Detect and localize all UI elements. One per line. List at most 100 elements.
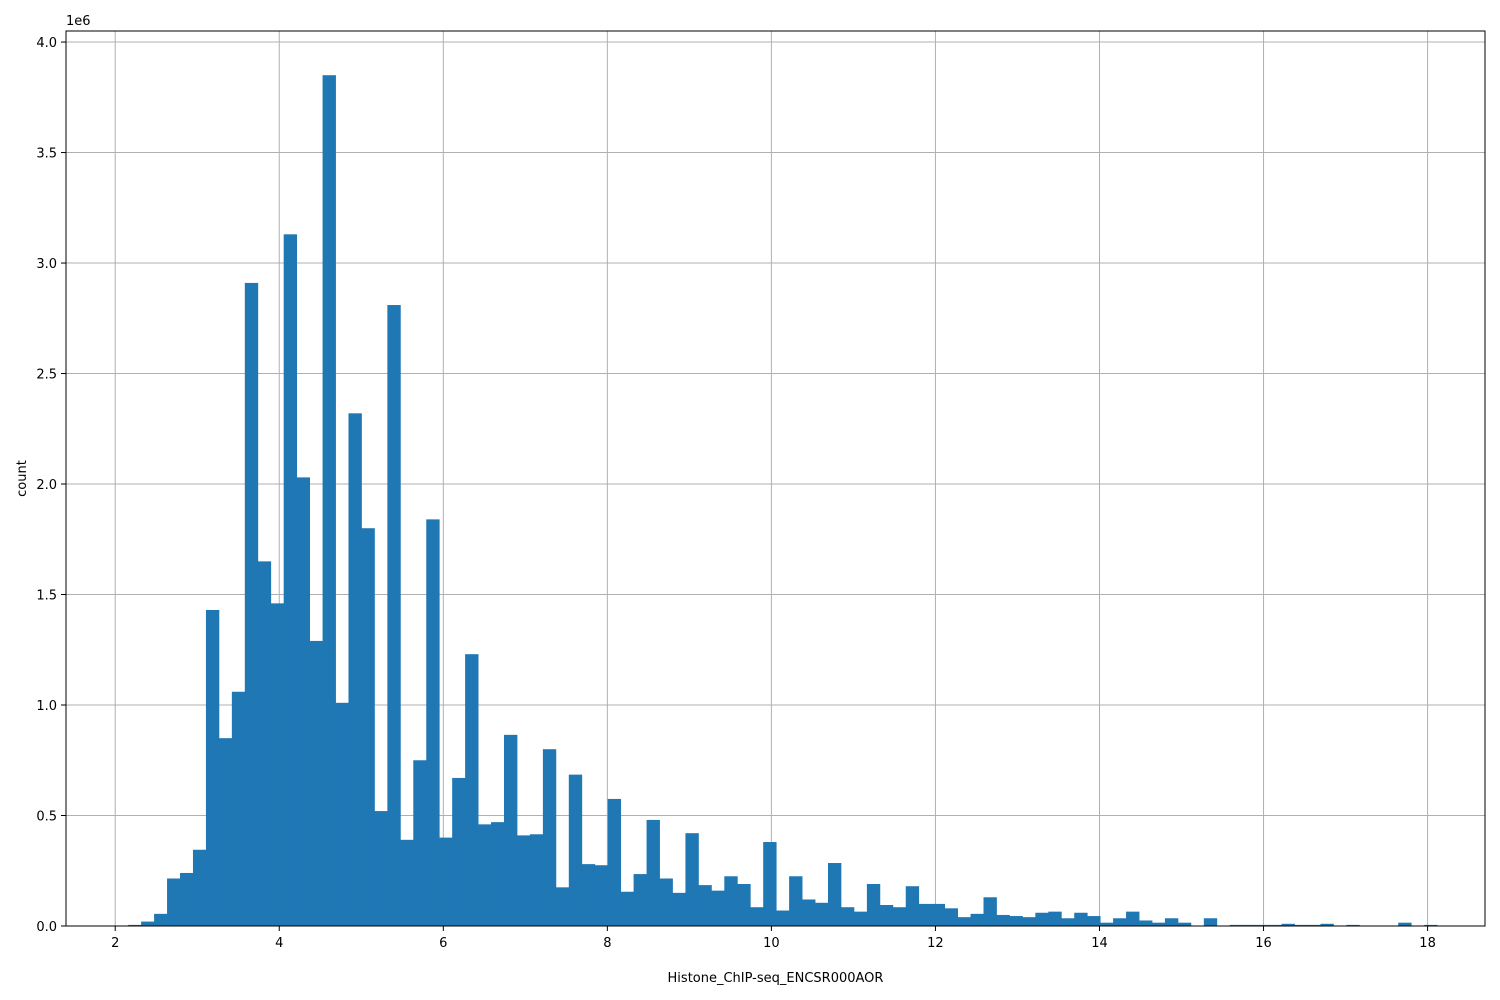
histogram-bar xyxy=(1100,922,1114,926)
y-tick-label: 1.0 xyxy=(36,699,57,714)
histogram-bar xyxy=(1242,924,1257,926)
histogram-bar xyxy=(724,876,738,926)
histogram-bar xyxy=(931,903,946,926)
histogram-bar xyxy=(1061,918,1075,926)
histogram-bar xyxy=(698,885,712,926)
histogram-bar xyxy=(970,913,984,926)
x-tick-label: 4 xyxy=(275,936,283,951)
histogram-bar xyxy=(154,913,168,926)
y-axis-ticks: 0.0 0.5 1.0 1.5 2.0 2.5 3.0 3.5 4.0 xyxy=(36,36,66,935)
histogram-bar xyxy=(1048,911,1062,926)
histogram-bar xyxy=(387,305,401,927)
histogram-bar xyxy=(737,884,751,926)
histogram-bar xyxy=(452,777,466,926)
histogram-bar xyxy=(827,863,842,926)
histogram-bar xyxy=(789,876,803,926)
histogram-bar xyxy=(1035,912,1049,926)
histogram-bar xyxy=(1398,922,1412,926)
histogram-bar xyxy=(672,892,686,926)
histogram-bar xyxy=(866,884,881,926)
histogram-bar xyxy=(180,872,194,926)
histogram-bar xyxy=(918,903,933,926)
histogram-bar xyxy=(1203,918,1218,926)
histogram-bar xyxy=(581,864,596,926)
x-tick-label: 18 xyxy=(1419,936,1436,951)
histogram-bar xyxy=(1087,916,1101,926)
histogram-bar xyxy=(465,654,479,926)
y-tick-label: 2.5 xyxy=(36,368,57,383)
x-tick-label: 10 xyxy=(763,936,780,951)
histogram-bar xyxy=(555,887,570,926)
histogram-bar xyxy=(244,282,259,927)
histogram-bar xyxy=(1113,918,1127,926)
histogram-bar xyxy=(1074,912,1088,926)
histogram-bar xyxy=(426,519,440,926)
histogram-bar xyxy=(478,824,492,926)
histogram-bar xyxy=(218,738,233,926)
histogram-bar xyxy=(840,907,855,926)
x-tick-label: 6 xyxy=(439,936,447,951)
histogram-bar xyxy=(1164,918,1179,926)
histogram-bar xyxy=(348,413,362,926)
histogram-bar xyxy=(439,837,453,926)
x-tick-label: 14 xyxy=(1091,936,1108,951)
x-tick-label: 12 xyxy=(927,936,944,951)
histogram-bar xyxy=(1022,917,1036,926)
histogram-bar xyxy=(270,603,285,926)
histogram-bar xyxy=(892,907,907,926)
histogram-bar xyxy=(983,897,997,926)
histogram-bar xyxy=(685,833,699,926)
histogram-bar xyxy=(516,835,531,926)
histogram-bar xyxy=(568,774,583,926)
histogram-bar xyxy=(815,902,829,926)
histogram-bar xyxy=(1126,911,1140,926)
histogram-bar xyxy=(335,702,349,926)
histogram-bar xyxy=(309,640,323,926)
histogram-bar xyxy=(996,914,1010,926)
histogram-bar xyxy=(1255,924,1270,926)
histogram-bar xyxy=(1151,922,1166,926)
histogram-bar xyxy=(711,890,725,926)
histogram-bar xyxy=(594,865,609,926)
y-tick-label: 4.0 xyxy=(36,36,57,51)
histogram-bar xyxy=(659,878,673,926)
histogram-bar xyxy=(1294,924,1308,926)
histogram-bar xyxy=(957,917,971,926)
histogram-bar xyxy=(1307,924,1321,926)
histogram-bar xyxy=(283,234,298,926)
histogram-bar xyxy=(257,561,272,926)
histogram-bar xyxy=(413,760,427,926)
histogram-bar xyxy=(231,691,246,926)
histogram-bar xyxy=(879,905,894,926)
histogram-bar xyxy=(1320,923,1334,926)
histogram-bar xyxy=(529,834,544,926)
histogram-bar xyxy=(1139,920,1153,926)
histogram-bar xyxy=(750,907,764,926)
histogram-bar xyxy=(802,899,816,926)
histogram-bar xyxy=(296,477,311,926)
histogram-bar xyxy=(400,839,414,926)
histogram-bar xyxy=(1424,924,1438,926)
histogram-bar xyxy=(1009,916,1023,926)
y-tick-label: 3.0 xyxy=(36,257,57,272)
histogram-bars xyxy=(128,75,1438,927)
histogram-bar xyxy=(1268,924,1282,926)
histogram-bar xyxy=(607,798,622,926)
histogram-bar xyxy=(944,908,958,926)
y-tick-label: 1.5 xyxy=(36,589,57,604)
histogram-bar xyxy=(322,75,336,927)
y-tick-label: 2.0 xyxy=(36,478,57,493)
y-axis-offset-label: 1e6 xyxy=(66,14,91,29)
y-axis-label: count xyxy=(15,460,30,497)
x-tick-label: 8 xyxy=(603,936,611,951)
histogram-bar xyxy=(1346,924,1360,926)
histogram-bar xyxy=(776,910,790,926)
histogram-bar xyxy=(192,849,207,926)
histogram-bar xyxy=(491,822,505,926)
histogram-bar xyxy=(1229,924,1244,926)
histogram-bar xyxy=(763,842,777,926)
histogram-bar xyxy=(542,749,557,926)
histogram-bar xyxy=(141,921,155,926)
y-tick-label: 0.5 xyxy=(36,810,57,825)
